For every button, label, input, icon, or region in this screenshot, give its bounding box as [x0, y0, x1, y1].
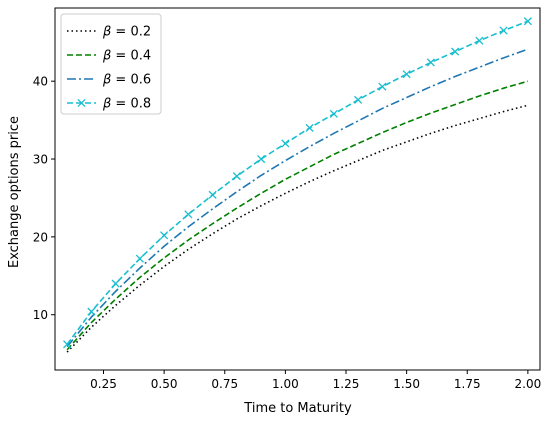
x-tick-label: 2.00	[515, 377, 542, 391]
series-4-marker	[281, 139, 290, 148]
series-4-marker	[523, 17, 532, 26]
y-axis-label: Exchange options price	[7, 116, 22, 268]
x-tick-label: 0.75	[211, 377, 238, 391]
series-4-marker	[184, 210, 193, 219]
legend-label-1: β = 0.2	[102, 25, 151, 40]
series-4-marker	[63, 340, 72, 349]
series-4-marker	[499, 26, 508, 35]
series-4-marker	[426, 58, 435, 67]
legend: β = 0.2 β = 0.4 β = 0.6 β = 0.8	[60, 13, 162, 115]
series-4-marker	[208, 190, 217, 199]
x-tick-label: 1.25	[333, 377, 360, 391]
series-4-marker	[135, 254, 144, 263]
y-tick-label: 30	[33, 153, 48, 167]
x-tick-label: 1.50	[393, 377, 420, 391]
y-tick-label: 40	[33, 75, 48, 89]
legend-label-2: β = 0.4	[102, 49, 151, 64]
series-line-1	[66, 104, 529, 353]
series-4-marker	[329, 109, 338, 118]
y-tick-label: 20	[33, 230, 48, 244]
x-tick-label: 0.50	[151, 377, 178, 391]
ticks-layer: 0.25 0.50 0.75 1.00 1.25 1.50 1.75 2.00 10 20 30 40	[33, 75, 542, 391]
x-tick-label: 0.25	[90, 377, 117, 391]
legend-marker	[77, 98, 86, 108]
series-4-marker	[402, 70, 411, 79]
series-4-marker	[378, 82, 387, 91]
series-line-4	[66, 20, 529, 345]
x-axis-label: Time to Maturity	[243, 401, 352, 416]
series-4-marker	[451, 47, 460, 56]
series-4-marker	[160, 231, 169, 240]
series-4-marker	[305, 123, 314, 132]
series-4-marker	[257, 154, 266, 164]
x-tick-label: 1.00	[272, 377, 299, 391]
series-4-marker	[475, 36, 484, 45]
series-4-marker	[111, 279, 120, 288]
series-4-marker	[354, 95, 363, 104]
series-line-2	[66, 80, 529, 351]
series-4-marker	[87, 307, 96, 316]
x-tick-label: 1.75	[454, 377, 481, 391]
series-4-marker	[232, 172, 241, 181]
axes-layer	[54, 7, 541, 371]
series-layer	[63, 17, 532, 353]
legend-box	[60, 13, 162, 115]
legend-label-3: β = 0.6	[102, 73, 151, 88]
y-tick-label: 10	[33, 308, 48, 322]
series-line-3	[66, 48, 529, 348]
axes-frame	[54, 7, 541, 371]
legend-label-4: β = 0.8	[102, 97, 151, 112]
